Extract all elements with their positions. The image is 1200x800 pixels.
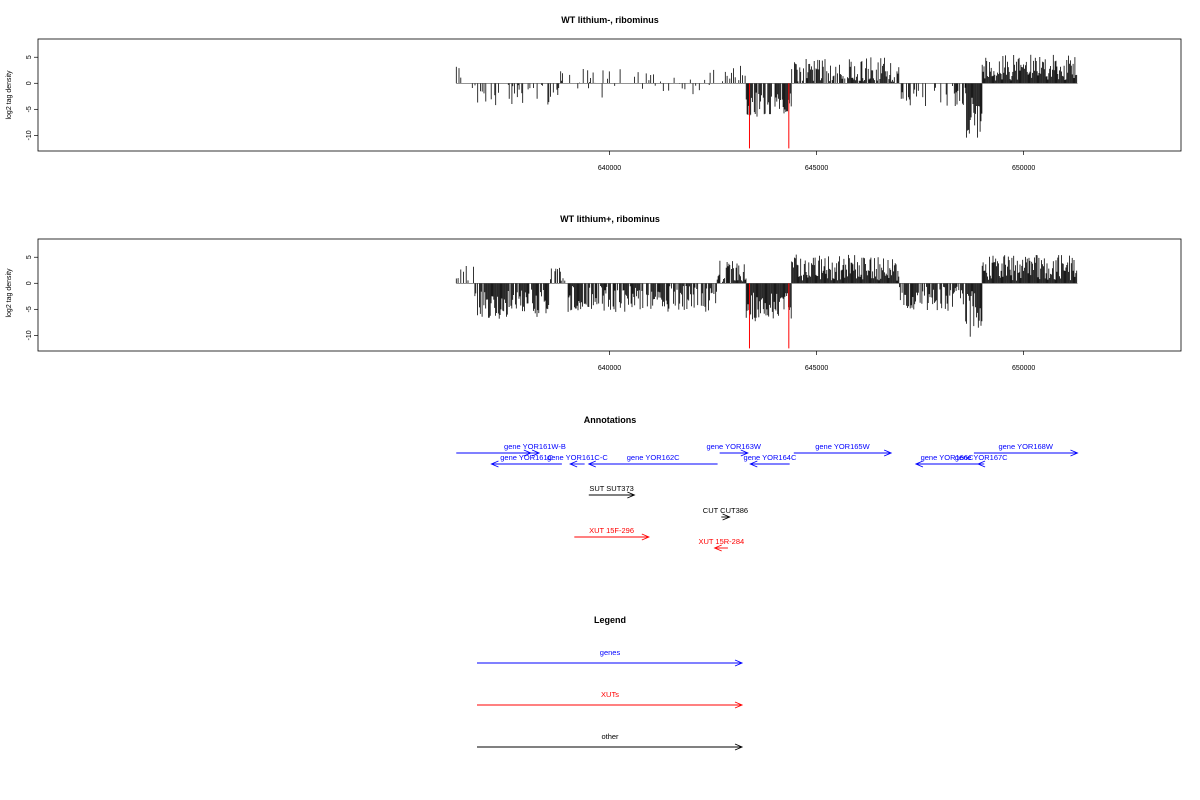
legend-arrow-head <box>734 659 744 667</box>
y-tick-label: 5 <box>26 255 33 259</box>
legend-arrow-head <box>734 743 744 751</box>
feature-label: gene YOR166C <box>921 453 974 462</box>
legend-arrow-head <box>734 701 744 709</box>
y-tick-label: -10 <box>26 130 33 140</box>
feature-arrow-head <box>490 460 499 468</box>
feature-label: XUT 15R-284 <box>698 537 744 546</box>
legend-items: genes XUTs other <box>477 648 744 751</box>
y-tick-label: -10 <box>26 330 33 340</box>
feature-label: gene YOR161C-C <box>547 453 608 462</box>
feature-label: gene YOR163W <box>706 442 761 451</box>
x-axis: 640000 645000 650000 <box>598 351 1035 372</box>
feature-label: SUT SUT373 <box>589 484 633 493</box>
red-markers <box>748 83 790 149</box>
feature-arrow-head <box>749 460 758 468</box>
legend-title: Legend <box>594 615 626 625</box>
legend: Legend genes XUTs other <box>477 615 744 751</box>
feature-label: gene YOR165W <box>815 442 870 451</box>
legend-label: other <box>601 732 619 741</box>
annotations-title: Annotations <box>584 415 637 425</box>
feature-label: gene YOR161C <box>500 453 553 462</box>
feature-arrow-head <box>641 533 650 541</box>
track-panel-lithium-plus: WT lithium+, ribominus log2 tag density … <box>6 214 1182 372</box>
x-tick-label: 645000 <box>805 365 828 372</box>
feature-arrow-head <box>531 449 541 457</box>
annotation-features: gene YOR161W-B gene YOR163W gene YOR165W ge… <box>456 442 1079 552</box>
feature-arrow-head <box>587 460 596 468</box>
panel-title: WT lithium-, ribominus <box>561 15 659 25</box>
x-tick-label: 650000 <box>1012 165 1035 172</box>
y-tick-label: -5 <box>26 106 33 112</box>
feature-label: gene YOR164C <box>744 453 797 462</box>
feature-label: gene YOR162C <box>627 453 680 462</box>
legend-label: XUTs <box>601 690 619 699</box>
x-axis: 640000 645000 650000 <box>598 151 1035 172</box>
x-tick-label: 640000 <box>598 165 621 172</box>
feature-label: XUT 15F-296 <box>589 526 634 535</box>
panel-title: WT lithium+, ribominus <box>560 214 660 224</box>
signal-bars <box>455 54 1078 138</box>
red-markers <box>748 283 790 349</box>
plot-frame <box>37 38 1182 152</box>
feature-arrow-head <box>883 449 893 457</box>
feature-arrow-head <box>914 460 924 468</box>
annotations-panel: Annotations gene YOR161W-B gene YOR163W ge… <box>456 415 1079 552</box>
y-tick-label: 5 <box>26 55 33 59</box>
feature-label: CUT CUT386 <box>703 506 748 515</box>
feature-label: gene YOR161W-B <box>504 442 566 451</box>
feature-label: gene YOR167C <box>955 453 1008 462</box>
x-tick-label: 640000 <box>598 365 621 372</box>
feature-arrow-head <box>976 460 986 468</box>
y-axis: 5 0 -5 -10 <box>26 255 38 340</box>
feature-arrow-head <box>569 460 578 468</box>
feature-label: gene YOR168W <box>998 442 1053 451</box>
feature-arrow-head <box>740 449 749 457</box>
x-tick-label: 645000 <box>805 165 828 172</box>
signal-bars <box>455 254 1078 337</box>
feature-arrow-head <box>722 513 731 521</box>
track-panel-lithium-minus: WT lithium-, ribominus log2 tag density … <box>6 15 1182 172</box>
y-tick-label: 0 <box>26 81 33 85</box>
feature-arrow-head <box>713 544 722 552</box>
feature-arrow-head <box>1070 449 1079 457</box>
y-axis-label: log2 tag density <box>6 70 13 120</box>
y-tick-label: -5 <box>26 306 33 312</box>
y-tick-label: 0 <box>26 281 33 285</box>
y-axis: 5 0 -5 -10 <box>26 55 38 140</box>
x-tick-label: 650000 <box>1012 365 1035 372</box>
legend-label: genes <box>600 648 621 657</box>
y-axis-label: log2 tag density <box>6 268 13 318</box>
feature-arrow-head <box>627 491 636 499</box>
